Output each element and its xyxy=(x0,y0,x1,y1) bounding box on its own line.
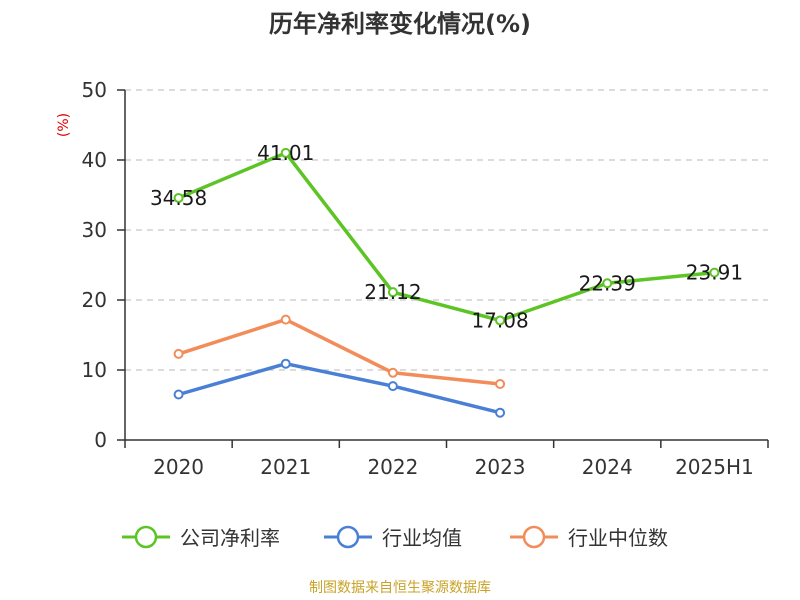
series-group xyxy=(173,147,720,418)
series-line xyxy=(176,317,502,386)
data-labels: 34.58 41.01 21.12 17.08 22.39 23.91 xyxy=(150,141,743,333)
grid-lines xyxy=(125,89,768,371)
x-tick-label: 2023 xyxy=(475,455,526,479)
data-point xyxy=(387,367,398,378)
data-point xyxy=(173,389,184,400)
data-point xyxy=(602,278,613,289)
data-point xyxy=(709,267,720,278)
data-label: 23.91 xyxy=(686,261,743,285)
legend-marker-icon xyxy=(522,525,546,549)
source-note: 制图数据来自恒生聚源数据库 xyxy=(309,580,491,596)
chart-title: 历年净利率变化情况(%) xyxy=(269,10,531,38)
legend-label: 行业中位数 xyxy=(568,526,668,550)
legend-marker-icon xyxy=(336,525,360,549)
legend-marker-icon xyxy=(134,525,158,549)
data-point xyxy=(387,287,398,298)
y-tick-label: 0 xyxy=(94,428,107,452)
x-tick-label: 2025H1 xyxy=(675,455,754,479)
y-axis-label: (%) xyxy=(56,113,72,137)
data-label: 22.39 xyxy=(579,271,636,295)
data-point xyxy=(173,192,184,203)
x-tick-label: 2022 xyxy=(367,455,418,479)
legend-label: 公司净利率 xyxy=(180,526,280,550)
legend-item[interactable]: 公司净利率 xyxy=(122,525,280,550)
axes: 0 10 20 30 40 50 2020 2021 2022 2023 2024 2025H1 xyxy=(82,78,769,479)
data-point xyxy=(495,315,506,326)
data-label: 21.12 xyxy=(364,280,421,304)
data-label: 34.58 xyxy=(150,186,207,210)
data-point xyxy=(495,407,506,418)
y-tick-label: 20 xyxy=(82,288,107,312)
data-label: 41.01 xyxy=(257,141,314,165)
data-point xyxy=(280,147,291,158)
series-line xyxy=(176,151,717,323)
x-tick-label: 2024 xyxy=(582,455,633,479)
legend[interactable]: 公司净利率 行业均值 行业中位数 xyxy=(122,525,668,550)
legend-item[interactable]: 行业中位数 xyxy=(510,525,668,550)
y-tick-label: 10 xyxy=(82,358,107,382)
y-tick-label: 50 xyxy=(82,78,107,102)
legend-label: 行业均值 xyxy=(382,526,462,550)
y-tick-label: 40 xyxy=(82,148,107,172)
data-point xyxy=(495,379,506,389)
data-point xyxy=(280,314,291,325)
x-tick-label: 2020 xyxy=(153,455,204,479)
data-label: 17.08 xyxy=(471,308,528,332)
y-tick-label: 30 xyxy=(82,218,107,242)
data-point xyxy=(173,348,184,359)
data-point xyxy=(280,358,291,369)
legend-item[interactable]: 行业均值 xyxy=(324,525,462,550)
series-line xyxy=(176,361,502,415)
data-point xyxy=(387,381,398,392)
x-tick-label: 2021 xyxy=(260,455,311,479)
